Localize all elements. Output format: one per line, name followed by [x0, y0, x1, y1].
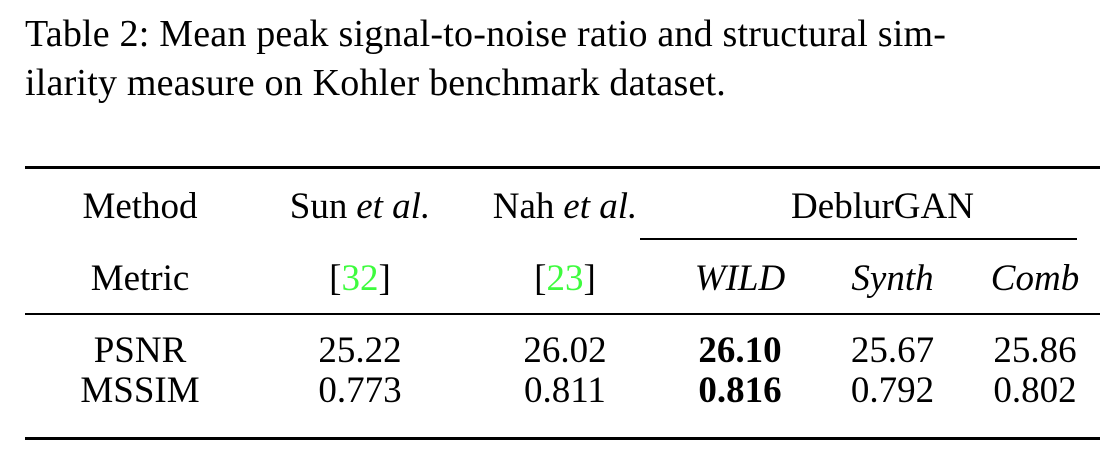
method-etal-sun: et al.: [356, 185, 431, 227]
method-etal-nah: et al.: [563, 185, 638, 227]
citation-bracket: [: [329, 257, 342, 299]
citation-nah: [23]: [465, 243, 665, 315]
mssim-comb: 0.802: [993, 371, 1077, 411]
citation-sun: [32]: [255, 243, 465, 315]
group-header-rule: [640, 238, 1077, 240]
psnr-sun: 25.22: [318, 330, 402, 371]
subheader-comb: Comb: [970, 243, 1100, 315]
psnr-synth: 25.67: [850, 330, 935, 371]
subheader-wild: WILD: [665, 243, 815, 315]
mssim-wild: 0.816: [698, 371, 782, 411]
method-name-nah: Nah: [492, 185, 555, 227]
header-row-metric: Metric [32] [23] WILD Synth Comb: [25, 243, 1100, 315]
header-nah-et-al: Nah et al.: [465, 168, 665, 244]
mssim-nah: 0.811: [524, 371, 606, 411]
table-caption: Table 2: Mean peak signal-to-noise ratio…: [25, 10, 1105, 108]
citation-bracket: ]: [583, 257, 596, 299]
psnr-nah: 26.02: [523, 330, 607, 371]
header-sun-et-al: Sun et al.: [255, 168, 465, 244]
psnr-wild: 26.10: [698, 330, 782, 371]
caption-line-2: ilarity measure on Kohler benchmark data…: [25, 62, 726, 104]
table-row-mssim: MSSIM 0.773 0.811 0.816 0.792 0.802: [25, 371, 1100, 439]
row-label-psnr: PSNR: [93, 330, 187, 371]
subheader-synth: Synth: [815, 243, 970, 315]
mssim-synth: 0.792: [850, 371, 935, 411]
citation-number-23[interactable]: 23: [546, 257, 584, 299]
mssim-sun: 0.773: [318, 371, 402, 411]
citation-bracket: [: [534, 257, 547, 299]
row-label-mssim: MSSIM: [80, 371, 200, 411]
citation-bracket: ]: [378, 257, 391, 299]
psnr-comb: 25.86: [993, 330, 1077, 371]
citation-number-32[interactable]: 32: [341, 257, 379, 299]
caption-line-1: Table 2: Mean peak signal-to-noise ratio…: [25, 13, 947, 55]
header-row-methods: Method Sun et al. Nah et al. DeblurGAN: [25, 168, 1100, 244]
header-metric-label: Metric: [25, 243, 255, 315]
header-deblurgan-group: DeblurGAN: [791, 185, 974, 227]
table-row-psnr: PSNR 25.22 26.02 26.10 25.67 25.86: [25, 314, 1100, 371]
method-name-sun: Sun: [289, 185, 348, 227]
results-table: Method Sun et al. Nah et al. DeblurGAN Met…: [25, 166, 1100, 440]
header-method-label: Method: [82, 185, 198, 227]
